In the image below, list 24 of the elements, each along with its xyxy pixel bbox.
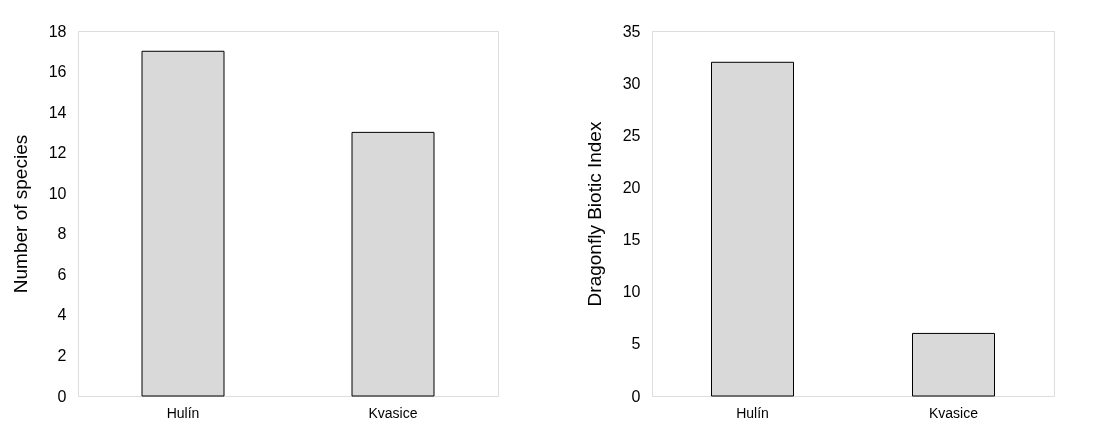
y-tick-label: 18 [48,22,67,40]
x-tick-label: Kvasice [928,404,979,421]
y-tick-label: 2 [57,346,67,364]
y-axis-title: Number of species [9,134,31,294]
y-tick-label: 5 [631,335,641,353]
y-tick-label: 30 [622,74,641,92]
y-tick-label: 10 [622,283,641,301]
x-tick-label: Hulín [166,404,200,421]
y-tick-label: 25 [622,126,641,144]
y-tick-label: 12 [48,144,67,162]
y-tick-label: 0 [57,387,67,405]
y-tick-label: 4 [57,306,67,324]
x-tick-label: Hulín [736,404,769,421]
y-tick-label: 6 [57,265,67,283]
y-tick-label: 8 [57,225,67,243]
y-axis-title: Dragonfly Biotic Index [583,121,605,307]
x-tick-label: Kvasice [368,404,418,421]
y-tick-label: 35 [622,22,641,40]
y-tick-label: 10 [48,184,67,202]
y-tick-label: 20 [622,178,641,196]
y-tick-label: 15 [622,231,641,249]
y-tick-label: 0 [631,387,641,405]
y-tick-label: 14 [48,103,67,121]
y-tick-label: 16 [48,63,67,81]
